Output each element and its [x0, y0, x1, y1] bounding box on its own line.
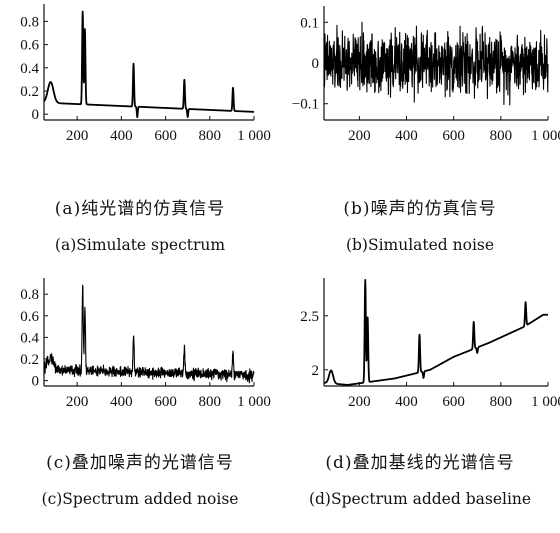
- chart-a-svg: 0 0.2 0.4 0.6 0.8 200 400 600 800 1 000: [20, 4, 271, 144]
- x-tick-label: 200: [66, 394, 89, 410]
- series-line-a: [43, 10, 255, 119]
- y-tick-label: 0.4: [20, 61, 39, 77]
- y-tick-label: 0.6: [20, 38, 39, 54]
- x-tick-label: 1 000: [531, 394, 560, 410]
- series-line-c: [43, 284, 255, 384]
- chart-b-svg: −0.1 0 0.1 200 400 600 800 1 000: [292, 6, 560, 144]
- x-tick-label: 1 000: [237, 394, 271, 410]
- y-tick-label: 0: [32, 107, 40, 123]
- y-tick-label: −0.1: [292, 97, 319, 113]
- y-tick-label: 0: [312, 56, 320, 72]
- x-tick-label: 800: [490, 128, 513, 144]
- series-line-b: [323, 21, 549, 106]
- x-tick-label: 400: [395, 394, 418, 410]
- y-tick-label: 2.5: [300, 309, 319, 325]
- x-tick-label: 200: [348, 128, 371, 144]
- x-tick-label: 400: [110, 128, 133, 144]
- y-tick-label: 0.6: [20, 309, 39, 325]
- chart-d-svg: 2 2.5 200 400 600 800 1 000: [300, 278, 560, 410]
- y-tick-label: 0.8: [20, 287, 39, 303]
- y-tick-label: 0.4: [20, 330, 39, 346]
- series-line-d: [323, 278, 549, 386]
- chart-panel-a: 0 0.2 0.4 0.6 0.8 200 400 600 800 1 000 (a)纯光谱的仿真…: [0, 0, 280, 262]
- chart-c-svg: 0 0.2 0.4 0.6 0.8 200 400 600 800 1 000: [20, 278, 271, 410]
- x-tick-label: 800: [490, 394, 513, 410]
- x-tick-label: 400: [395, 128, 418, 144]
- chart-panel-c: 0 0.2 0.4 0.6 0.8 200 400 600 800 1 000 (c)叠加噪声的光…: [0, 268, 280, 530]
- y-tick-label: 0.2: [20, 84, 39, 100]
- y-tick-label: 0.2: [20, 352, 39, 368]
- x-tick-label: 600: [154, 128, 177, 144]
- caption-cn-a: (a)纯光谱的仿真信号: [54, 199, 226, 219]
- y-tick-label: 2: [312, 363, 320, 379]
- x-tick-label: 1 000: [531, 128, 560, 144]
- y-tick-label: 0.1: [300, 15, 319, 31]
- chart-panel-b: −0.1 0 0.1 200 400 600 800 1 000 (b)噪声的仿真信号 (b)…: [280, 0, 560, 262]
- x-tick-label: 200: [348, 394, 371, 410]
- caption-en-a: (a)Simulate spectrum: [54, 236, 226, 254]
- caption-en-b: (b)Simulated noise: [345, 236, 495, 254]
- x-tick-label: 800: [199, 128, 222, 144]
- y-tick-label: 0: [32, 374, 40, 390]
- x-tick-label: 600: [154, 394, 177, 410]
- x-tick-label: 600: [442, 128, 465, 144]
- chart-panel-d: 2 2.5 200 400 600 800 1 000 (d)叠加基线的光谱信号 (d)Sp…: [280, 268, 560, 530]
- caption-cn-b: (b)噪声的仿真信号: [343, 199, 497, 219]
- y-tick-label: 0.8: [20, 14, 39, 30]
- x-tick-label: 1 000: [237, 128, 271, 144]
- caption-en-d: (d)Spectrum added baseline: [308, 490, 532, 508]
- caption-cn-d: (d)叠加基线的光谱信号: [325, 453, 515, 473]
- caption-en-c: (c)Spectrum added noise: [41, 490, 239, 508]
- x-tick-label: 600: [442, 394, 465, 410]
- caption-cn-c: (c)叠加噪声的光谱信号: [46, 453, 234, 473]
- x-tick-label: 200: [66, 128, 89, 144]
- x-tick-label: 400: [110, 394, 133, 410]
- x-tick-label: 800: [199, 394, 222, 410]
